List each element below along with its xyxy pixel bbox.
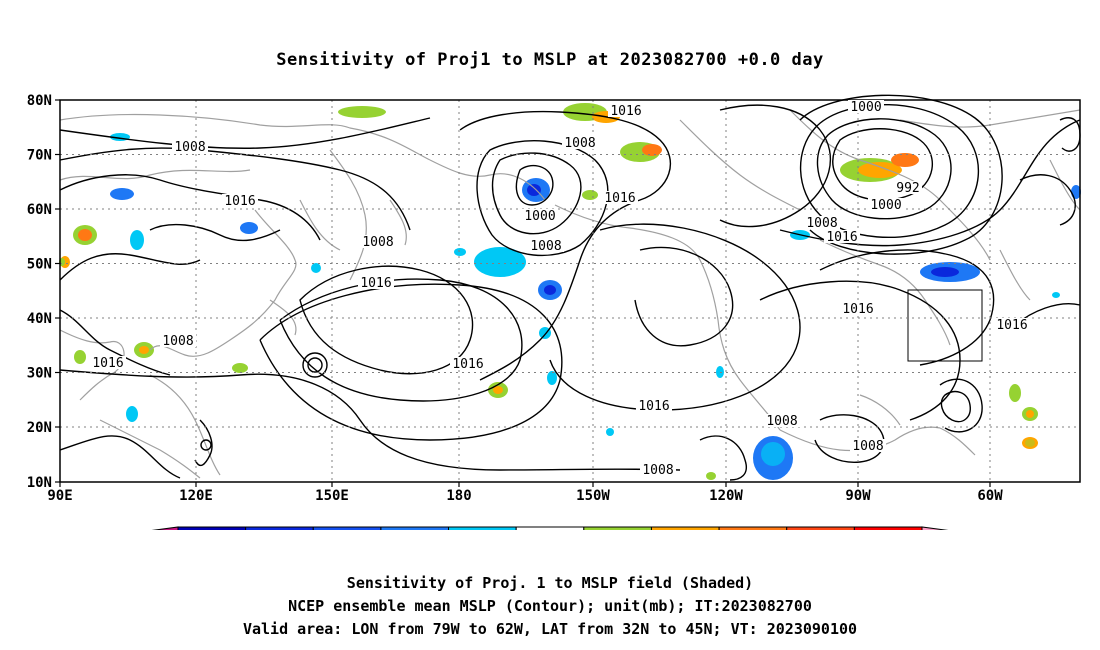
colorbar-bin (583, 526, 652, 530)
contour-label: 1008 (806, 216, 837, 231)
lat-tick-label: 40N (27, 311, 52, 327)
caption-contour: NCEP ensemble mean MSLP (Contour); unit(… (288, 597, 812, 615)
lon-tick-label: 150W (576, 488, 610, 504)
contour-label: 1008 (564, 136, 595, 151)
colorbar: -0.9-0.8-0.7-0.6-0.5-0.420.420.50.60.70.… (151, 526, 949, 530)
contour-label: 1008 (174, 140, 205, 155)
contour-label: 1016 (92, 356, 123, 371)
lon-tick-label: 120E (179, 488, 213, 504)
valid-area-box (907, 289, 983, 362)
lat-tick-label: 70N (27, 148, 52, 164)
contour-label: 1016 (452, 357, 483, 372)
contour-label: 1008 (162, 334, 193, 349)
contour-label: 1000 (524, 209, 555, 224)
lat-tick-label: 30N (27, 366, 52, 382)
contour-label: 1000 (850, 100, 881, 115)
colorbar-bin (515, 526, 585, 530)
contour-label: 1016 (360, 276, 391, 291)
mslp-contours (59, 94, 1081, 481)
contour-label: 1008 (362, 235, 393, 250)
colorbar-bin (380, 526, 450, 530)
contour-label: 1016 (842, 302, 873, 317)
caption-shading: Sensitivity of Proj. 1 to MSLP field (Sh… (346, 574, 754, 592)
lon-tick-label: 180 (446, 488, 471, 504)
lon-tick-label: 90E (47, 488, 72, 504)
lat-tick-label: 50N (27, 257, 52, 273)
lon-tick-label: 90W (845, 488, 871, 504)
contour-label: 1008 (766, 414, 797, 429)
colorbar-bin (853, 526, 923, 530)
colorbar-bin (650, 526, 720, 530)
colorbar-bin (786, 526, 855, 530)
lon-tick-label: 60W (977, 488, 1003, 504)
colorbar-bin (177, 526, 247, 530)
contour-label: 1000 (870, 198, 901, 213)
colorbar-bin (245, 526, 314, 530)
lat-tick-label: 20N (27, 420, 52, 436)
contour-label: 992 (896, 181, 919, 196)
lat-tick-label: 10N (27, 475, 52, 491)
colorbar-bin (312, 526, 382, 530)
plot-title: Sensitivity of Proj1 to MSLP at 20230827… (276, 50, 824, 70)
contour-label: 1016 (826, 230, 857, 245)
caption-valid-area: Valid area: LON from 79W to 62W, LAT fro… (242, 620, 858, 638)
colorbar-extend-high (921, 526, 949, 530)
plot-frame (59, 99, 1081, 483)
colorbar-extend-low (151, 526, 179, 530)
gridlines (60, 100, 1080, 482)
contour-label: 1016 (604, 191, 635, 206)
contour-label: 1016 (610, 104, 641, 119)
lon-tick-label: 150E (315, 488, 349, 504)
contour-label: 1016 (638, 399, 669, 414)
contour-label: 1016 (996, 318, 1027, 333)
lat-tick-label: 80N (27, 93, 52, 109)
sensitivity-shading (59, 103, 1081, 480)
colorbar-bin (718, 526, 788, 530)
colorbar-bin (448, 526, 517, 530)
contour-label: 1008 (642, 463, 673, 478)
lat-tick-label: 60N (27, 202, 52, 218)
lon-tick-label: 120W (709, 488, 743, 504)
contour-label: 1016 (224, 194, 255, 209)
contour-label: 1008 (852, 439, 883, 454)
contour-labels: 1016100810081016100010081000992100010081… (90, 100, 1030, 478)
contour-label: 1008 (530, 239, 561, 254)
